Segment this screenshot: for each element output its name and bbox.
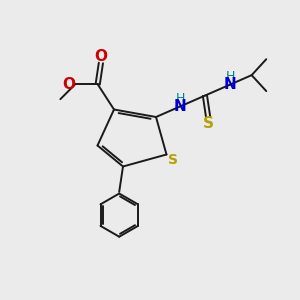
Text: O: O bbox=[94, 49, 107, 64]
Text: H: H bbox=[226, 70, 235, 83]
Text: O: O bbox=[62, 77, 75, 92]
Text: N: N bbox=[174, 99, 187, 114]
Text: H: H bbox=[176, 92, 185, 104]
Text: N: N bbox=[223, 77, 236, 92]
Text: S: S bbox=[168, 153, 178, 167]
Text: S: S bbox=[203, 116, 214, 131]
